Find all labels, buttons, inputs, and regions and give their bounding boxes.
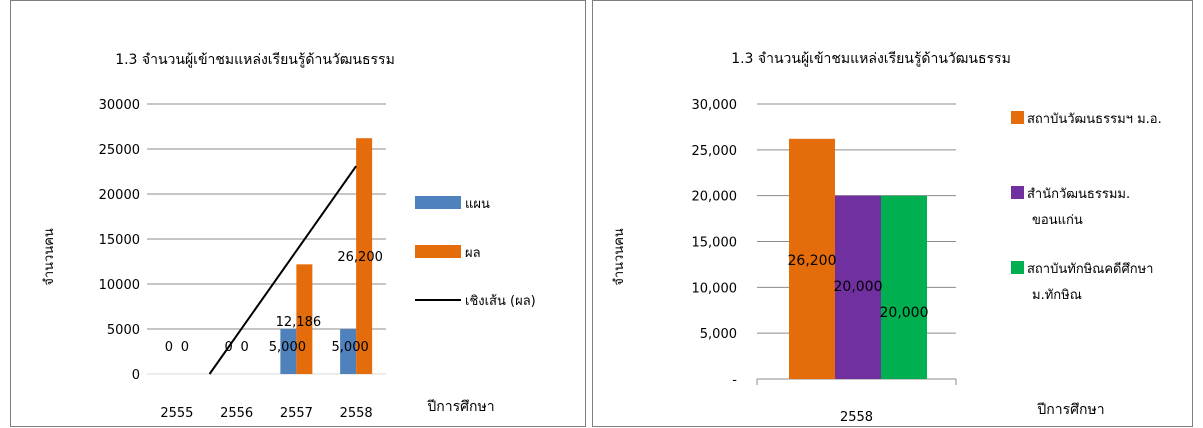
y-tick-label: 10000 [99, 278, 140, 293]
legend: สถาบันวัฒนธรรมฯ ม.อ. สำนักวัฒนธรรมม. ขอนแก… [1011, 111, 1162, 303]
x-tick-label: 2558 [340, 406, 373, 421]
chart-panel-right: 1.3 จำนวนผู้เข้าชมแหล่งเรียนรู้ด้านวัฒนธ… [592, 0, 1193, 427]
bar [881, 195, 927, 379]
y-tick-labels: 0 5000 10000 15000 20000 25000 30000 [99, 98, 140, 383]
legend-label: แผน [465, 197, 490, 212]
x-tick-label: 2556 [220, 406, 253, 421]
chart-title: 1.3 จำนวนผู้เข้าชมแหล่งเรียนรู้ด้านวัฒนธ… [115, 52, 395, 68]
data-labels: 26,200 20,000 20,000 [788, 253, 929, 321]
legend-label: เชิงเส้น (ผล) [465, 294, 536, 309]
x-tick-labels: 2558 [840, 410, 873, 425]
legend-swatch [415, 245, 461, 258]
bars [280, 138, 373, 374]
y-tick-label: 15000 [99, 233, 140, 248]
trendline [208, 165, 357, 375]
bar [280, 329, 297, 374]
gridlines [147, 103, 386, 375]
chart-panel-left: 1.3 จำนวนผู้เข้าชมแหล่งเรียนรู้ด้านวัฒนธ… [10, 0, 586, 427]
legend-label: สถาบันวัฒนธรรมฯ ม.อ. [1027, 112, 1162, 127]
bar [789, 138, 835, 379]
trendline-path [208, 165, 357, 375]
data-label: 20,000 [834, 279, 883, 295]
y-tick-label: 30000 [99, 98, 140, 113]
bar [835, 195, 881, 379]
legend-swatch [1011, 261, 1024, 274]
legend-label: ผล [465, 246, 481, 261]
data-label: 12,186 [276, 315, 322, 330]
y-tick-label: 25000 [99, 143, 140, 158]
x-tick-label: 2558 [840, 410, 873, 425]
bars [789, 138, 927, 379]
x-axis-label: ปีการศึกษา [427, 399, 495, 415]
y-tick-label: 0 [132, 368, 140, 383]
y-tick-label: 30,000 [692, 98, 738, 113]
x-tick-labels: 2555 2556 2557 2558 [160, 406, 372, 421]
y-tick-label: 20,000 [692, 190, 738, 205]
y-tick-label: - [732, 373, 737, 388]
x-tick-label: 2555 [160, 406, 193, 421]
bar [340, 329, 357, 374]
y-tick-labels: - 5,000 10,000 15,000 20,000 25,000 30,000 [692, 98, 738, 388]
chart-title: 1.3 จำนวนผู้เข้าชมแหล่งเรียนรู้ด้านวัฒนธ… [731, 51, 1011, 67]
chart-left-svg: 1.3 จำนวนผู้เข้าชมแหล่งเรียนรู้ด้านวัฒนธ… [42, 52, 536, 421]
y-tick-label: 15,000 [692, 236, 738, 251]
data-label: 20,000 [880, 305, 929, 321]
y-tick-label: 25,000 [692, 144, 738, 159]
y-tick-label: 10,000 [692, 281, 738, 296]
x-axis-label: ปีการศึกษา [1037, 402, 1105, 418]
bar [356, 138, 373, 374]
data-label: 5,000 [269, 340, 306, 355]
y-tick-label: 20000 [99, 188, 140, 203]
data-label: 0 [224, 340, 232, 355]
data-label: 5,000 [332, 340, 369, 355]
y-tick-label: 5000 [107, 323, 140, 338]
data-label: 26,200 [788, 253, 837, 269]
y-tick-label: 5,000 [700, 327, 737, 342]
chart-right-svg: 1.3 จำนวนผู้เข้าชมแหล่งเรียนรู้ด้านวัฒนธ… [612, 51, 1162, 425]
legend-swatch [415, 196, 461, 209]
data-label: 26,200 [337, 250, 383, 265]
y-axis-label: จำนวนคน [612, 228, 627, 286]
data-label: 0 [181, 340, 189, 355]
data-label: 0 [165, 340, 173, 355]
legend-label: ม.ทักษิณ [1032, 288, 1082, 303]
x-tick-label: 2557 [280, 406, 313, 421]
legend-label: สถาบันทักษิณคดีศึกษา [1027, 261, 1153, 277]
y-axis-label: จำนวนคน [42, 228, 57, 286]
legend-swatch [1011, 186, 1024, 199]
legend-label: ขอนแก่น [1032, 213, 1083, 228]
bar [296, 264, 313, 374]
data-label: 0 [240, 340, 248, 355]
legend-label: สำนักวัฒนธรรมม. [1027, 187, 1130, 202]
legend-swatch [1011, 111, 1024, 124]
